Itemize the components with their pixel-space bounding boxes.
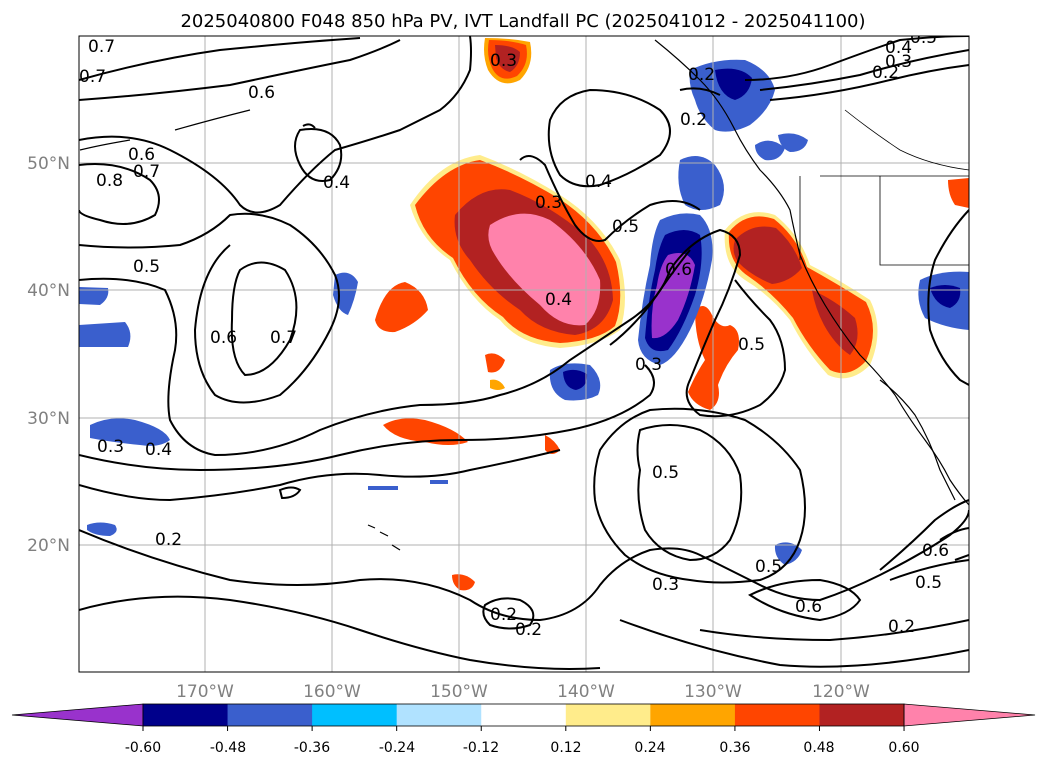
- gridlines: [79, 36, 969, 672]
- contour-label: 0.4: [585, 172, 612, 192]
- colorbar-block: [481, 704, 567, 726]
- map-frame: [78, 35, 970, 673]
- contour-label: 0.7: [133, 162, 160, 182]
- contour-label: 0.2: [688, 65, 715, 85]
- contour-label: 0.6: [665, 260, 692, 280]
- contour-label: 0.7: [79, 67, 106, 87]
- colorbar: -0.60 -0.48 -0.36 -0.24 -0.12 0.12 0.24 …: [11, 703, 1036, 756]
- colorbar-tick-label: 0.36: [719, 740, 750, 756]
- contour-label: 0.3: [535, 193, 562, 213]
- colorbar-labels: -0.60 -0.48 -0.36 -0.24 -0.12 0.12 0.24 …: [125, 740, 920, 756]
- colorbar-tick-label: -0.36: [294, 740, 330, 756]
- colorbar-blocks: [11, 703, 1036, 727]
- contour-label: 0.2: [155, 530, 182, 550]
- contour-label: 0.5: [915, 573, 942, 593]
- contour-label: 0.2: [888, 617, 915, 637]
- lat-label: 50°N: [27, 154, 70, 174]
- contour-label: 0.2: [680, 110, 707, 130]
- colorbar-block: [143, 704, 229, 726]
- lat-label: 20°N: [27, 536, 70, 556]
- colorbar-tick-label: 0.24: [634, 740, 665, 756]
- contour-label: 0.6: [128, 145, 155, 165]
- contour-label: 0.3: [490, 51, 517, 71]
- longitude-labels: 170°W 160°W 150°W 140°W 130°W 120°W: [176, 682, 870, 702]
- lon-label: 120°W: [812, 682, 870, 702]
- colorbar-frame: [142, 703, 905, 727]
- colorbar-tick-label: -0.60: [125, 740, 161, 756]
- coastlines: [79, 39, 969, 551]
- contour-label: 0.6: [795, 597, 822, 617]
- map-panel: 0.7 0.7 0.6 0.6 0.7 0.8 0.4 0.5 0.6 0.7 …: [78, 28, 970, 673]
- lat-label: 40°N: [27, 281, 70, 301]
- colorbar-block: [734, 704, 820, 726]
- pv-shading: [79, 38, 969, 591]
- lon-label: 130°W: [684, 682, 742, 702]
- contour-label: 0.8: [96, 171, 123, 191]
- lat-label: 30°N: [27, 409, 70, 429]
- contour-label: 0.5: [652, 463, 679, 483]
- contour-label: 0.6: [248, 83, 275, 103]
- colorbar-block: [565, 704, 651, 726]
- contour-label: 0.5: [755, 557, 782, 577]
- contour-label: 0.3: [635, 355, 662, 375]
- contour-label: 0.4: [545, 290, 572, 310]
- contour-label: 0.2: [490, 605, 517, 625]
- colorbar-tick-label: -0.48: [210, 740, 246, 756]
- lon-label: 150°W: [430, 682, 488, 702]
- pv-contours: [79, 36, 969, 670]
- contour-label: 0.2: [872, 63, 899, 83]
- lon-label: 170°W: [176, 682, 234, 702]
- contour-label: 0.5: [612, 217, 639, 237]
- contour-label: 0.3: [97, 437, 124, 457]
- contour-label: 0.4: [323, 173, 350, 193]
- colorbar-tick-label: 0.12: [550, 740, 581, 756]
- colorbar-extend-min: [11, 703, 144, 727]
- contour-label: 0.3: [652, 575, 679, 595]
- colorbar-block: [396, 704, 482, 726]
- lon-label: 160°W: [303, 682, 361, 702]
- contour-labels: 0.7 0.7 0.6 0.6 0.7 0.8 0.4 0.5 0.6 0.7 …: [79, 28, 949, 640]
- contour-label: 0.2: [515, 620, 542, 640]
- contour-label: 0.5: [910, 28, 937, 48]
- contour-label: 0.5: [133, 257, 160, 277]
- latitude-labels: 50°N 40°N 30°N 20°N: [27, 154, 70, 556]
- colorbar-block: [312, 704, 398, 726]
- colorbar-tick-label: 0.60: [888, 740, 919, 756]
- colorbar-tick-label: -0.12: [463, 740, 499, 756]
- contour-label: 0.3: [885, 52, 912, 72]
- colorbar-block: [227, 704, 313, 726]
- colorbar-extend-max: [903, 703, 1036, 727]
- colorbar-ticks: [142, 726, 905, 731]
- contour-label: 0.7: [270, 328, 297, 348]
- contour-label: 0.6: [210, 328, 237, 348]
- map-title: 2025040800 F048 850 hPa PV, IVT Landfall…: [180, 11, 865, 32]
- colorbar-block: [650, 704, 736, 726]
- contour-label: 0.5: [738, 335, 765, 355]
- contour-label: 0.7: [88, 37, 115, 57]
- contour-label: 0.4: [885, 38, 912, 58]
- colorbar-tick-label: -0.24: [379, 740, 415, 756]
- colorbar-tick-label: 0.48: [803, 740, 834, 756]
- contour-label: 0.4: [145, 440, 172, 460]
- lon-label: 140°W: [557, 682, 615, 702]
- colorbar-block: [819, 704, 905, 726]
- contour-label: 0.6: [922, 541, 949, 561]
